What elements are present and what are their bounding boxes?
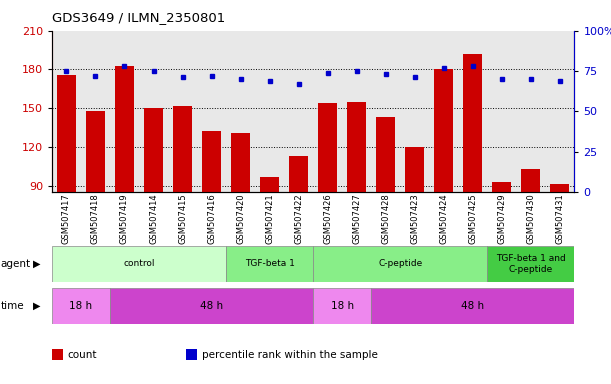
Text: 18 h: 18 h: [331, 301, 354, 311]
Text: time: time: [1, 301, 24, 311]
Text: ▶: ▶: [33, 301, 40, 311]
Text: agent: agent: [1, 259, 31, 269]
Text: ▶: ▶: [33, 259, 40, 269]
Text: TGF-beta 1: TGF-beta 1: [244, 260, 295, 268]
Bar: [371, 288, 574, 324]
Bar: [202, 131, 221, 302]
Bar: [521, 169, 540, 302]
Bar: [488, 246, 574, 282]
Text: GDS3649 / ILMN_2350801: GDS3649 / ILMN_2350801: [52, 12, 225, 25]
Bar: [376, 117, 395, 302]
Bar: [347, 102, 366, 302]
Text: percentile rank within the sample: percentile rank within the sample: [202, 350, 378, 360]
Bar: [463, 54, 482, 302]
Bar: [173, 106, 192, 302]
Bar: [551, 184, 569, 302]
Bar: [52, 246, 226, 282]
Bar: [313, 246, 488, 282]
Bar: [405, 147, 424, 302]
Bar: [260, 177, 279, 302]
Bar: [231, 132, 250, 302]
Text: TGF-beta 1 and
C-peptide: TGF-beta 1 and C-peptide: [496, 254, 566, 274]
Bar: [492, 182, 511, 302]
Text: C-peptide: C-peptide: [378, 260, 422, 268]
Text: 48 h: 48 h: [200, 301, 223, 311]
Text: 18 h: 18 h: [70, 301, 92, 311]
Bar: [313, 288, 371, 324]
Text: 48 h: 48 h: [461, 301, 485, 311]
Bar: [86, 111, 105, 302]
Bar: [144, 108, 163, 302]
Bar: [289, 156, 308, 302]
Bar: [115, 66, 134, 302]
Bar: [434, 70, 453, 302]
Text: control: control: [123, 260, 155, 268]
Text: count: count: [67, 350, 97, 360]
Bar: [226, 246, 313, 282]
Bar: [110, 288, 313, 324]
Bar: [52, 288, 110, 324]
Bar: [57, 74, 76, 302]
Bar: [318, 103, 337, 302]
